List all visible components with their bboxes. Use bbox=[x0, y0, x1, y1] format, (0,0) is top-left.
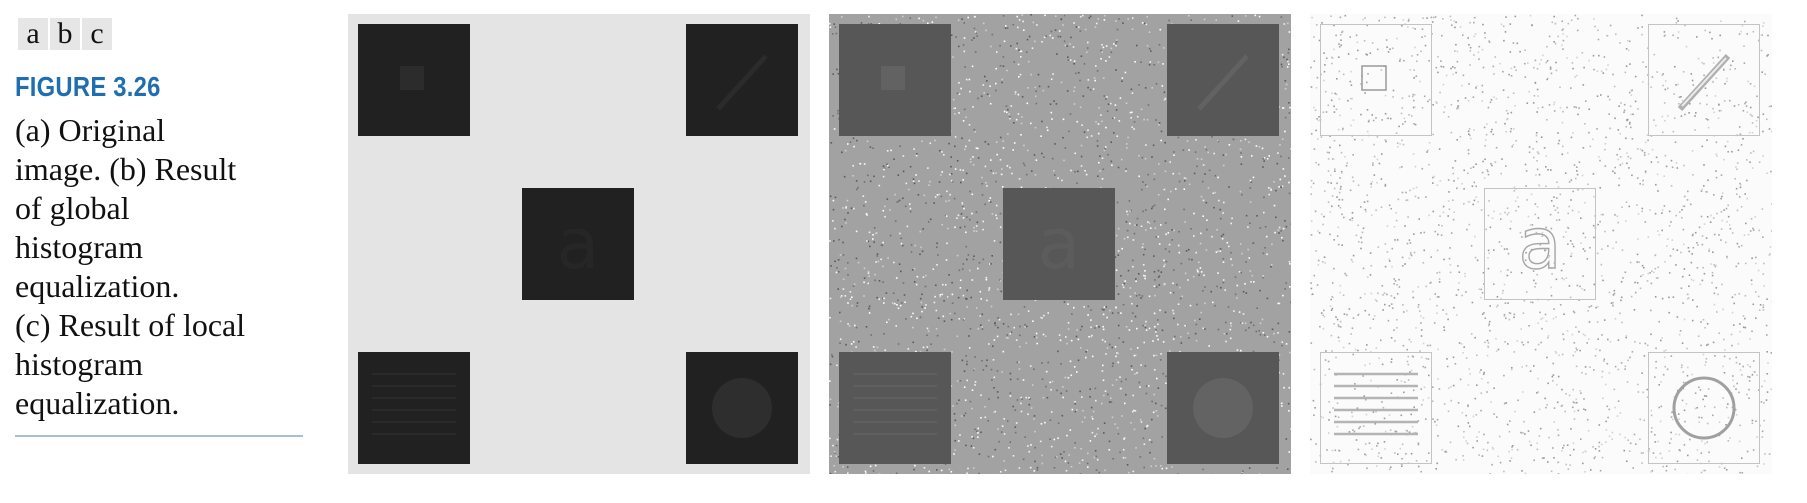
panel-local-equalization: a bbox=[1310, 14, 1772, 474]
caption-line: histogram bbox=[15, 346, 143, 382]
subfigure-label-b: b bbox=[50, 18, 80, 50]
square-bottom-left bbox=[358, 352, 470, 464]
panel-original-image: a bbox=[348, 14, 810, 474]
figure-caption: (a) Original image. (b) Result of global… bbox=[15, 111, 305, 423]
caption-line: equalization. bbox=[15, 268, 180, 304]
embedded-letter: a bbox=[1037, 203, 1081, 285]
caption-line: of global bbox=[15, 190, 130, 226]
hidden-shapes bbox=[853, 54, 1253, 438]
embedded-letter: a bbox=[1518, 202, 1562, 285]
subfigure-label-c: c bbox=[82, 18, 112, 50]
square-bottom-right bbox=[1648, 352, 1760, 464]
caption-line: (c) Result of local bbox=[15, 307, 246, 343]
panel-global-equalization: a bbox=[829, 14, 1291, 474]
square-top-left bbox=[1320, 24, 1432, 136]
hidden-shapes bbox=[372, 54, 772, 438]
caption-line: histogram bbox=[15, 229, 143, 265]
square-center bbox=[1484, 188, 1596, 300]
caption-line: (a) Original bbox=[15, 112, 166, 148]
square-center bbox=[522, 188, 634, 300]
embedded-letter: a bbox=[556, 203, 600, 285]
hidden-shapes bbox=[1334, 53, 1736, 440]
caption-rule bbox=[15, 435, 303, 437]
square-bottom-left bbox=[839, 352, 951, 464]
figure-title: FIGURE 3.26 bbox=[15, 71, 161, 102]
caption-line: equalization. bbox=[15, 385, 180, 421]
square-center bbox=[1003, 188, 1115, 300]
square-top-right bbox=[1648, 24, 1760, 136]
subfigure-label-a: a bbox=[18, 18, 48, 50]
square-bottom-left bbox=[1320, 352, 1432, 464]
caption-line: image. (b) Result bbox=[15, 151, 237, 187]
subfigure-labels: a b c bbox=[18, 18, 112, 50]
